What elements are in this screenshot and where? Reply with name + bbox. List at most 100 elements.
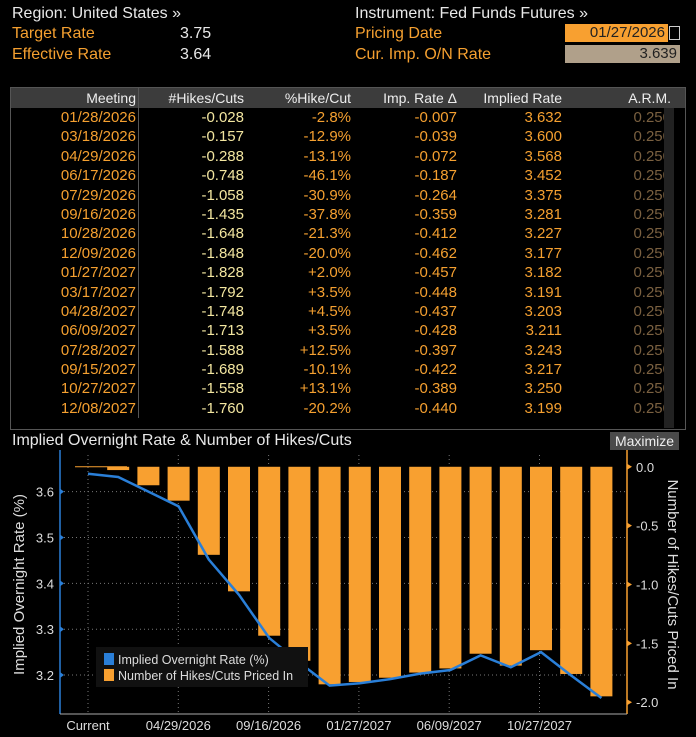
- hikes-cuts-bar: [560, 466, 583, 674]
- cur-rate-value: 3.639: [565, 45, 680, 63]
- table-cell: -46.1%: [303, 167, 351, 185]
- x-tick-label: Current: [66, 718, 110, 733]
- table-cell: 3.199: [524, 399, 562, 417]
- table-cell: 3.281: [524, 205, 562, 223]
- table-cell: -0.028: [201, 109, 244, 126]
- column-header[interactable]: Meeting: [11, 88, 139, 108]
- y-right-tick-marker: [627, 522, 632, 529]
- hikes-cuts-bar: [318, 466, 341, 685]
- table-row[interactable]: 10/27/2027 -1.558 +13.1% -0.389 3.250 0.250: [11, 379, 685, 399]
- table-cell: -0.359: [414, 205, 457, 223]
- table-row[interactable]: 06/17/2026 -0.748 -46.1% -0.187 3.452 0.250: [11, 166, 685, 186]
- column-header[interactable]: Imp. Rate Δ: [383, 90, 457, 106]
- column-header[interactable]: #Hikes/Cuts: [168, 90, 244, 106]
- table-cell: 0.250: [633, 341, 671, 359]
- hikes-cuts-bar: [288, 466, 311, 661]
- table-row[interactable]: 07/28/2027 -1.588 +12.5% -0.397 3.243 0.250: [11, 340, 685, 361]
- hikes-cuts-bar: [197, 466, 220, 555]
- table-cell: -1.760: [201, 399, 244, 417]
- table-cell: -13.1%: [303, 147, 351, 165]
- table-cell: +3.5%: [308, 283, 351, 301]
- maximize-button[interactable]: Maximize: [610, 432, 679, 450]
- table-cell: -0.072: [414, 147, 457, 165]
- table-header: Meeting #Hikes/Cuts %Hike/Cut Imp. Rate Δ Im…: [11, 88, 685, 108]
- table-cell: 0.250: [633, 167, 671, 185]
- region-selector[interactable]: Region: United States »: [12, 5, 181, 22]
- table-row[interactable]: 04/29/2026 -0.288 -13.1% -0.072 3.568 0.250: [11, 146, 685, 167]
- table-cell: -12.9%: [303, 128, 351, 146]
- table-row[interactable]: 06/09/2027 -1.713 +3.5% -0.428 3.211 0.250: [11, 321, 685, 341]
- table-cell: -0.389: [414, 380, 457, 398]
- table-cell: 0.250: [633, 399, 671, 417]
- table-row[interactable]: 03/18/2026 -0.157 -12.9% -0.039 3.600 0.250: [11, 127, 685, 147]
- table-cell: -21.3%: [303, 225, 351, 243]
- pricing-date-input[interactable]: 01/27/2026: [565, 24, 668, 42]
- meetings-table: Meeting #Hikes/Cuts %Hike/Cut Imp. Rate Δ Im…: [10, 87, 686, 430]
- table-cell: 3.182: [524, 264, 562, 282]
- table-cell: 07/29/2026: [11, 185, 139, 205]
- y-left-tick-label: 3.2: [36, 668, 54, 683]
- y-left-tick-marker: [60, 488, 64, 495]
- column-header[interactable]: %Hike/Cut: [284, 90, 351, 106]
- table-row[interactable]: 12/09/2026 -1.848 -20.0% -0.462 3.177 0.250: [11, 243, 685, 264]
- table-cell: -0.007: [414, 109, 457, 126]
- table-cell: 04/29/2026: [11, 146, 139, 167]
- table-scrollbar[interactable]: [664, 108, 674, 428]
- y-left-tick-label: 3.5: [36, 531, 54, 546]
- table-cell: -20.2%: [303, 399, 351, 417]
- table-cell: -0.437: [414, 302, 457, 320]
- y-left-tick-label: 3.4: [36, 576, 54, 591]
- table-cell: 09/15/2027: [11, 360, 139, 380]
- table-cell: -0.187: [414, 167, 457, 185]
- legend-swatch-line: [104, 653, 114, 665]
- table-cell: -1.588: [201, 341, 244, 359]
- table-row[interactable]: 09/16/2026 -1.435 -37.8% -0.359 3.281 0.250: [11, 204, 685, 225]
- table-cell: -1.748: [201, 302, 244, 320]
- instrument-selector[interactable]: Instrument: Fed Funds Futures »: [355, 5, 588, 22]
- hikes-cuts-bar: [469, 466, 492, 654]
- calendar-icon[interactable]: [669, 26, 680, 40]
- table-row[interactable]: 01/28/2026 -0.028 -2.8% -0.007 3.632 0.250: [11, 108, 685, 128]
- y-left-tick-marker: [60, 672, 64, 679]
- table-cell: -0.440: [414, 399, 457, 417]
- table-cell: 12/08/2027: [11, 398, 139, 419]
- table-cell: -0.462: [414, 244, 457, 262]
- hikes-cuts-bar: [348, 466, 371, 682]
- table-cell: 03/17/2027: [11, 282, 139, 302]
- effective-rate-value: 3.64: [180, 46, 212, 63]
- table-cell: -0.748: [201, 167, 244, 185]
- table-cell: 0.250: [633, 283, 671, 301]
- y-right-tick-marker: [627, 581, 632, 588]
- y-right-tick-label: -1.0: [636, 578, 658, 593]
- y-left-tick-marker: [60, 534, 64, 541]
- target-rate-value: 3.75: [180, 25, 212, 42]
- column-header[interactable]: Implied Rate: [483, 90, 562, 106]
- x-tick-label: 09/16/2026: [236, 718, 301, 733]
- table-cell: 3.203: [524, 302, 562, 320]
- table-row[interactable]: 07/29/2026 -1.058 -30.9% -0.264 3.375 0.250: [11, 185, 685, 205]
- y-right-tick-label: -0.5: [636, 519, 658, 534]
- rate-chart: Current 04/29/2026 09/16/2026 01/27/2027 06/…: [11, 450, 681, 733]
- table-cell: -1.713: [201, 322, 244, 340]
- table-row[interactable]: 01/27/2027 -1.828 +2.0% -0.457 3.182 0.250: [11, 263, 685, 283]
- column-header[interactable]: A.R.M.: [628, 90, 671, 106]
- table-cell: -1.689: [201, 361, 244, 379]
- table-cell: -1.058: [201, 186, 244, 204]
- table-row[interactable]: 10/28/2026 -1.648 -21.3% -0.412 3.227 0.250: [11, 224, 685, 244]
- chart-title: Implied Overnight Rate & Number of Hikes…: [12, 432, 352, 449]
- table-cell: -30.9%: [303, 186, 351, 204]
- table-row[interactable]: 12/08/2027 -1.760 -20.2% -0.440 3.199 0.250: [11, 398, 685, 419]
- table-row[interactable]: 03/17/2027 -1.792 +3.5% -0.448 3.191 0.250: [11, 282, 685, 302]
- table-cell: +3.5%: [308, 322, 351, 340]
- target-rate-label: Target Rate: [12, 25, 95, 42]
- table-cell: 09/16/2026: [11, 204, 139, 225]
- table-cell: 3.243: [524, 341, 562, 359]
- table-cell: 0.250: [633, 302, 671, 320]
- table-cell: 3.250: [524, 380, 562, 398]
- table-row[interactable]: 09/15/2027 -1.689 -10.1% -0.422 3.217 0.250: [11, 360, 685, 380]
- table-cell: -2.8%: [311, 109, 351, 126]
- table-row[interactable]: 04/28/2027 -1.748 +4.5% -0.437 3.203 0.250: [11, 301, 685, 322]
- table-cell: 3.375: [524, 186, 562, 204]
- y-right-axis-title: Number of Hikes/Cuts Priced In: [664, 479, 681, 689]
- y-left-tick-marker: [60, 626, 64, 633]
